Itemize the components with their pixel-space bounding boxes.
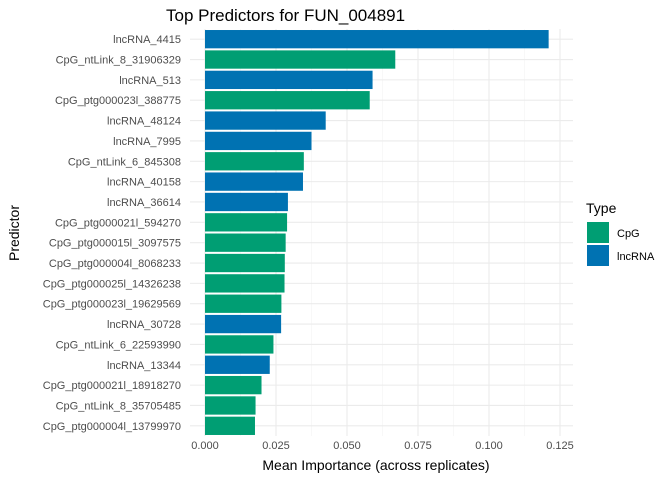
y-tick-label: lncRNA_30728 [107,319,181,331]
bar [205,355,270,374]
bar [205,233,286,252]
x-tick-label: 0.100 [475,440,503,452]
legend-key [587,245,609,266]
x-tick-label: 0.125 [546,440,574,452]
bar [205,396,256,415]
y-tick-label: CpG_ntLink_6_845308 [68,156,181,168]
y-tick-labels: lncRNA_4415 CpG_ntLink_8_31906329 lncRNA_5… [43,34,181,433]
grid [190,29,573,436]
bar [205,274,285,293]
y-tick-label: CpG_ptg000004l_8068233 [49,258,181,270]
y-tick-label: CpG_ptg000021l_18918270 [43,380,181,392]
legend-label: CpG [617,228,640,240]
bar [205,111,326,130]
y-tick-label: CpG_ntLink_6_22593990 [56,339,181,351]
y-tick-label: lncRNA_40158 [107,177,181,189]
x-tick-label: 0.000 [191,440,219,452]
bar [205,213,288,232]
bar [205,314,282,334]
x-tick-label: 0.050 [333,440,361,452]
y-tick-label: CpG_ptg000015l_3097575 [49,238,181,250]
y-tick-label: CpG_ptg000023l_19629569 [43,299,181,311]
y-tick-label: CpG_ptg000004l_13799970 [43,421,181,433]
bar [205,416,255,435]
legend: Type CpG lncRNA [586,200,655,266]
legend-key [587,222,609,243]
bars [205,30,549,435]
y-tick-label: CpG_ntLink_8_31906329 [56,55,181,67]
bar [205,253,285,273]
x-tick-labels: 0.000 0.025 0.050 0.075 0.100 0.125 [191,440,574,452]
y-tick-label: CpG_ntLink_8_35705485 [56,400,181,412]
bar [205,91,370,110]
y-tick-label: lncRNA_7995 [113,136,181,148]
legend-title: Type [586,200,617,216]
bar [205,50,396,69]
y-tick-label: CpG_ptg000025l_14326238 [43,278,181,290]
chart-title: Top Predictors for FUN_004891 [166,6,405,25]
x-tick-label: 0.075 [404,440,432,452]
bar [205,152,304,171]
bar [205,294,282,313]
x-tick-label: 0.025 [262,440,290,452]
y-tick-label: CpG_ptg000023l_388775 [55,95,181,107]
bar [205,335,274,354]
y-tick-label: lncRNA_13344 [107,360,181,372]
bar [205,70,373,90]
bar [205,30,549,49]
bar [205,192,288,212]
y-tick-label: CpG_ptg000021l_594270 [55,217,181,229]
y-tick-label: lncRNA_48124 [107,116,181,128]
bar [205,131,312,151]
y-tick-label: lncRNA_36614 [107,197,181,209]
legend-label: lncRNA [617,251,655,263]
y-tick-label: lncRNA_4415 [113,34,181,46]
y-axis-title: Predictor [6,205,22,261]
x-axis-title: Mean Importance (across replicates) [262,457,489,473]
bar [205,375,262,395]
y-tick-label: lncRNA_513 [119,75,181,87]
bar [205,172,303,191]
